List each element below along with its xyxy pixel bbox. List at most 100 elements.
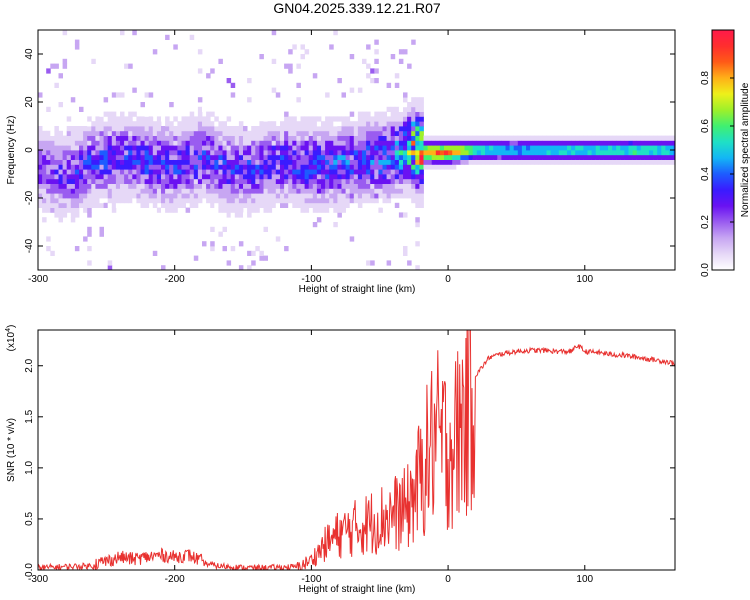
heatmap-cell <box>415 154 420 160</box>
heatmap-cell <box>247 78 252 84</box>
heatmap-cell <box>415 178 420 184</box>
heatmap-cell <box>206 193 211 199</box>
heatmap-cell <box>353 174 359 180</box>
heatmap-cell <box>144 202 150 208</box>
heatmap-cell <box>38 135 43 141</box>
heatmap-cell <box>419 202 424 208</box>
y-tick-label: -20 <box>24 190 35 205</box>
heatmap-cell <box>312 73 318 79</box>
heatmap-cell <box>226 212 232 218</box>
heatmap-cell <box>267 193 273 199</box>
heatmap-cell <box>378 154 383 160</box>
heatmap-cell <box>378 126 383 132</box>
heatmap-cell <box>210 130 215 136</box>
heatmap-cell <box>308 159 314 165</box>
heatmap-cell <box>394 116 400 122</box>
heatmap-cell <box>456 154 461 160</box>
heatmap-cell <box>325 92 330 98</box>
heatmap-cell <box>333 183 338 189</box>
heatmap-cell <box>255 159 260 165</box>
heatmap-cell <box>612 159 617 165</box>
heatmap-cell <box>583 135 588 141</box>
heatmap-cell <box>58 150 63 156</box>
heatmap-cell <box>403 49 408 55</box>
heatmap-cell <box>476 140 482 146</box>
heatmap-cell <box>444 150 449 156</box>
heatmap-cell <box>247 265 252 270</box>
heatmap-cell <box>612 145 617 151</box>
heatmap-cell <box>255 140 260 146</box>
heatmap-cell <box>616 140 621 146</box>
heatmap-cell <box>411 111 416 117</box>
heatmap-cell <box>238 154 244 160</box>
heatmap-cell <box>230 145 236 151</box>
heatmap-cell <box>103 164 109 170</box>
heatmap-cell <box>238 212 244 218</box>
heatmap-cell <box>571 135 576 141</box>
heatmap-cell <box>403 193 408 199</box>
heatmap-cell <box>74 126 80 132</box>
heatmap-cell <box>472 154 478 160</box>
heatmap-cell <box>169 145 174 151</box>
heatmap-cell <box>202 121 207 127</box>
heatmap-cell <box>210 111 215 117</box>
heatmap-cell <box>107 169 113 175</box>
heatmap-cell <box>390 174 396 180</box>
heatmap-cell <box>136 135 141 141</box>
heatmap-cell <box>87 150 92 156</box>
heatmap-cell <box>284 63 289 69</box>
heatmap-cell <box>115 130 121 136</box>
heatmap-cell <box>366 154 371 160</box>
heatmap-cell <box>74 188 80 194</box>
heatmap-cell <box>394 169 400 175</box>
heatmap-cell <box>173 183 178 189</box>
heatmap-cell <box>411 116 416 122</box>
heatmap-cell <box>148 135 154 141</box>
heatmap-cell <box>341 154 346 160</box>
heatmap-cell <box>292 198 297 204</box>
heatmap-cell <box>50 140 55 146</box>
heatmap-cell <box>91 193 96 199</box>
heatmap-cell <box>120 116 125 122</box>
heatmap-cell <box>345 154 351 160</box>
heatmap-cell <box>476 135 482 141</box>
heatmap-cell <box>140 130 145 136</box>
heatmap-cell <box>103 193 109 199</box>
heatmap-cell <box>669 159 674 165</box>
heatmap-cell <box>337 145 342 151</box>
heatmap-cell <box>181 140 186 146</box>
heatmap-cell <box>42 159 47 165</box>
heatmap-cell <box>308 140 314 146</box>
heatmap-cell <box>128 130 133 136</box>
heatmap-cell <box>398 58 404 64</box>
heatmap-cell <box>378 188 383 194</box>
heatmap-cell <box>140 145 145 151</box>
heatmap-cell <box>517 159 523 165</box>
heatmap-cell <box>567 135 572 141</box>
heatmap-cell <box>247 130 252 136</box>
heatmap-cell <box>271 58 277 64</box>
heatmap-cell <box>394 126 400 132</box>
heatmap-cell <box>349 198 355 204</box>
heatmap-cell <box>210 150 215 156</box>
heatmap-cell <box>66 193 72 199</box>
heatmap-cell <box>345 150 351 156</box>
heatmap-cell <box>206 174 211 180</box>
heatmap-cell <box>197 154 203 160</box>
heatmap-cell <box>161 116 166 122</box>
heatmap-cell <box>284 111 289 117</box>
heatmap-cell <box>431 135 437 141</box>
heatmap-cell <box>370 121 375 127</box>
heatmap-cell <box>50 193 55 199</box>
heatmap-cell <box>403 106 408 112</box>
heatmap-cell <box>161 140 166 146</box>
heatmap-cell <box>46 154 51 160</box>
heatmap-cell <box>38 92 43 98</box>
x-tick-label: -100 <box>301 574 321 585</box>
heatmap-cell <box>382 174 387 180</box>
heatmap-cell <box>218 193 223 199</box>
heatmap-cell <box>136 116 141 122</box>
heatmap-cell <box>152 126 158 132</box>
snr-y-label: SNR (10 * v/v) <box>6 418 17 482</box>
heatmap-cell <box>103 126 109 132</box>
